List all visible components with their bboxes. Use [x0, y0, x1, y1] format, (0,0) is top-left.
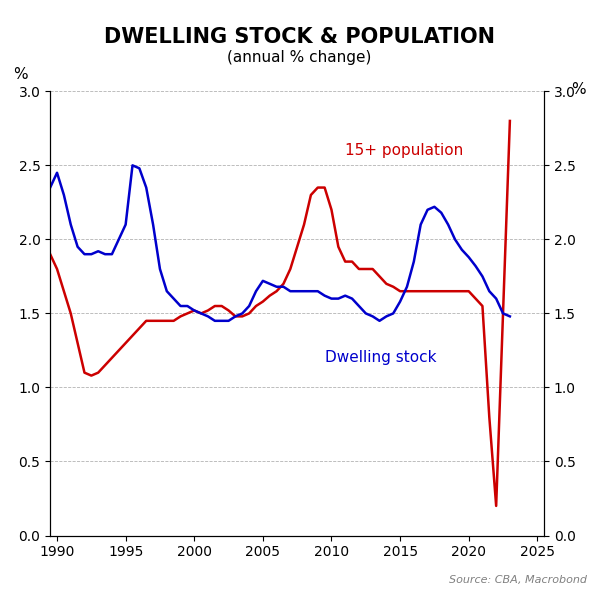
Text: Source: CBA, Macrobond: Source: CBA, Macrobond [449, 575, 587, 585]
Text: DWELLING STOCK & POPULATION: DWELLING STOCK & POPULATION [104, 27, 495, 47]
Y-axis label: %: % [571, 82, 586, 98]
Y-axis label: %: % [13, 67, 28, 82]
Text: Dwelling stock: Dwelling stock [325, 350, 436, 365]
Text: (annual % change): (annual % change) [227, 50, 372, 65]
Text: 15+ population: 15+ population [345, 143, 464, 158]
